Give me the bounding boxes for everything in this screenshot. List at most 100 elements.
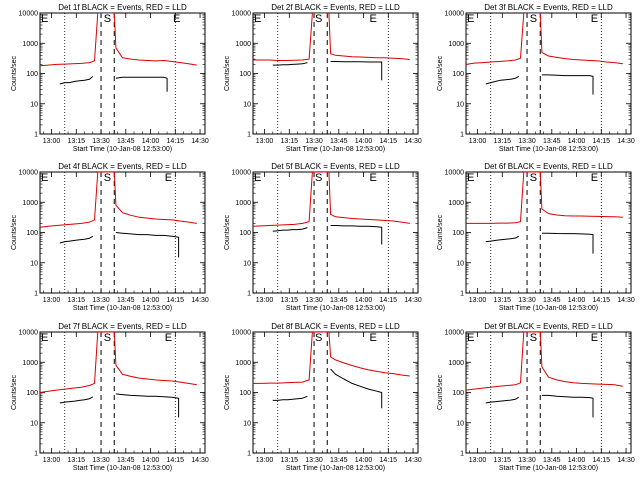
x-tick-label: 14:00 xyxy=(355,297,373,304)
x-tick-label: 13:15 xyxy=(281,138,299,145)
lld-rate-line xyxy=(253,332,410,384)
x-tick-label: 13:30 xyxy=(518,297,536,304)
x-tick-label: 14:30 xyxy=(191,138,209,145)
x-tick-label: 14:30 xyxy=(404,138,422,145)
x-axis-label: Start Time (10-Jan-08 12:53:00) xyxy=(73,305,172,312)
lld-rate-line xyxy=(253,13,410,61)
x-tick-label: 14:15 xyxy=(380,457,398,464)
detector-panel: Det 7f BLACK = Events, RED = LLD 1 10 100 10… xyxy=(11,322,209,472)
y-tick-label: 1000 xyxy=(22,360,38,367)
y-tick-label: 10 xyxy=(243,260,251,267)
events-rate-line xyxy=(59,396,94,404)
saa-end-marker: E xyxy=(254,13,261,25)
y-tick-label: 100 xyxy=(239,230,251,237)
saa-end-marker: E xyxy=(41,172,48,184)
y-tick-label: 10000 xyxy=(19,11,39,18)
detector-panel: Det 3f BLACK = Events, RED = LLD 1 10 100 10… xyxy=(437,3,635,153)
detector-panel: Det 6f BLACK = Events, RED = LLD 1 10 100 10… xyxy=(437,162,635,312)
panel-title: Det 6f BLACK = Events, RED = LLD xyxy=(484,162,613,171)
x-tick-label: 14:30 xyxy=(404,457,422,464)
panel-title: Det 4f BLACK = Events, RED = LLD xyxy=(58,162,187,171)
detector-panel: Det 9f BLACK = Events, RED = LLD 1 10 100 10… xyxy=(437,322,635,472)
y-tick-label: 1 xyxy=(34,451,38,458)
events-rate-line xyxy=(541,232,594,254)
x-tick-label: 13:45 xyxy=(330,457,348,464)
x-tick-label: 14:00 xyxy=(568,457,586,464)
events-rate-line xyxy=(541,394,594,418)
x-tick-label: 14:00 xyxy=(568,297,586,304)
y-tick-label: 1 xyxy=(460,291,464,298)
saa-end-marker: E xyxy=(467,172,474,184)
x-tick-label: 14:00 xyxy=(355,138,373,145)
y-tick-label: 1 xyxy=(34,291,38,298)
saa-end-marker: E xyxy=(370,332,377,344)
saa-start-marker: S xyxy=(530,332,537,344)
x-tick-label: 13:30 xyxy=(518,457,536,464)
y-axis-label: Counts/sec xyxy=(11,374,18,410)
x-tick-label: 14:30 xyxy=(617,138,635,145)
x-axis-label: Start Time (10-Jan-08 12:53:00) xyxy=(286,305,385,312)
x-tick-label: 14:30 xyxy=(191,457,209,464)
y-tick-label: 1 xyxy=(460,132,464,139)
x-tick-label: 14:30 xyxy=(191,297,209,304)
events-rate-line xyxy=(485,75,520,85)
y-tick-label: 1 xyxy=(247,291,251,298)
y-tick-label: 10000 xyxy=(445,330,465,337)
x-tick-label: 13:15 xyxy=(68,297,86,304)
x-tick-label: 14:15 xyxy=(167,297,185,304)
x-tick-label: 14:00 xyxy=(142,138,160,145)
lld-rate-line xyxy=(466,172,623,224)
x-tick-label: 14:15 xyxy=(593,297,611,304)
x-tick-label: 14:15 xyxy=(593,457,611,464)
saa-end-marker: E xyxy=(370,172,377,184)
x-tick-label: 13:45 xyxy=(330,297,348,304)
lld-rate-line xyxy=(40,332,197,393)
x-tick-label: 13:00 xyxy=(469,297,487,304)
x-axis-label: Start Time (10-Jan-08 12:53:00) xyxy=(286,146,385,153)
events-rate-line xyxy=(272,62,308,66)
x-tick-label: 13:45 xyxy=(543,138,561,145)
events-rate-line xyxy=(272,395,308,401)
detector-panel: Det 2f BLACK = Events, RED = LLD 1 10 100 10… xyxy=(224,3,422,153)
y-tick-label: 10 xyxy=(456,420,464,427)
y-tick-label: 1000 xyxy=(235,41,251,48)
saa-end-marker: E xyxy=(165,332,172,344)
x-tick-label: 14:00 xyxy=(142,297,160,304)
events-rate-line xyxy=(485,235,520,243)
y-tick-label: 1 xyxy=(34,132,38,139)
x-tick-label: 14:15 xyxy=(380,138,398,145)
panel-title: Det 9f BLACK = Events, RED = LLD xyxy=(484,322,613,331)
y-tick-label: 100 xyxy=(26,390,38,397)
y-tick-label: 10000 xyxy=(19,170,39,177)
detector-panel: Det 4f BLACK = Events, RED = LLD 1 10 100 10… xyxy=(11,162,209,312)
x-tick-label: 13:15 xyxy=(494,138,512,145)
x-tick-label: 13:30 xyxy=(92,297,110,304)
y-tick-label: 10 xyxy=(243,420,251,427)
x-tick-label: 13:00 xyxy=(469,138,487,145)
events-rate-line xyxy=(485,396,520,404)
x-tick-label: 13:00 xyxy=(43,457,61,464)
x-tick-label: 13:15 xyxy=(281,297,299,304)
y-axis-label: Counts/sec xyxy=(224,374,231,410)
y-tick-label: 100 xyxy=(452,390,464,397)
x-axis-label: Start Time (10-Jan-08 12:53:00) xyxy=(73,146,172,153)
detector-panel: Det 8f BLACK = Events, RED = LLD 1 10 100 10… xyxy=(224,322,422,472)
y-tick-label: 1 xyxy=(247,132,251,139)
x-tick-label: 14:15 xyxy=(593,138,611,145)
x-tick-label: 13:00 xyxy=(256,457,274,464)
saa-start-marker: S xyxy=(315,13,322,25)
x-axis-label: Start Time (10-Jan-08 12:53:00) xyxy=(286,465,385,472)
y-tick-label: 1000 xyxy=(448,41,464,48)
y-tick-label: 10 xyxy=(456,260,464,267)
x-tick-label: 13:15 xyxy=(494,297,512,304)
lld-rate-line xyxy=(253,172,410,227)
detector-panel: Det 5f BLACK = Events, RED = LLD 1 10 100 10… xyxy=(224,162,422,312)
x-tick-label: 13:30 xyxy=(92,457,110,464)
y-axis-label: Counts/sec xyxy=(437,374,444,410)
y-tick-label: 100 xyxy=(26,230,38,237)
y-tick-label: 10000 xyxy=(445,11,465,18)
panel-title: Det 2f BLACK = Events, RED = LLD xyxy=(271,3,400,12)
events-rate-line xyxy=(330,225,383,245)
saa-start-marker: S xyxy=(315,172,322,184)
